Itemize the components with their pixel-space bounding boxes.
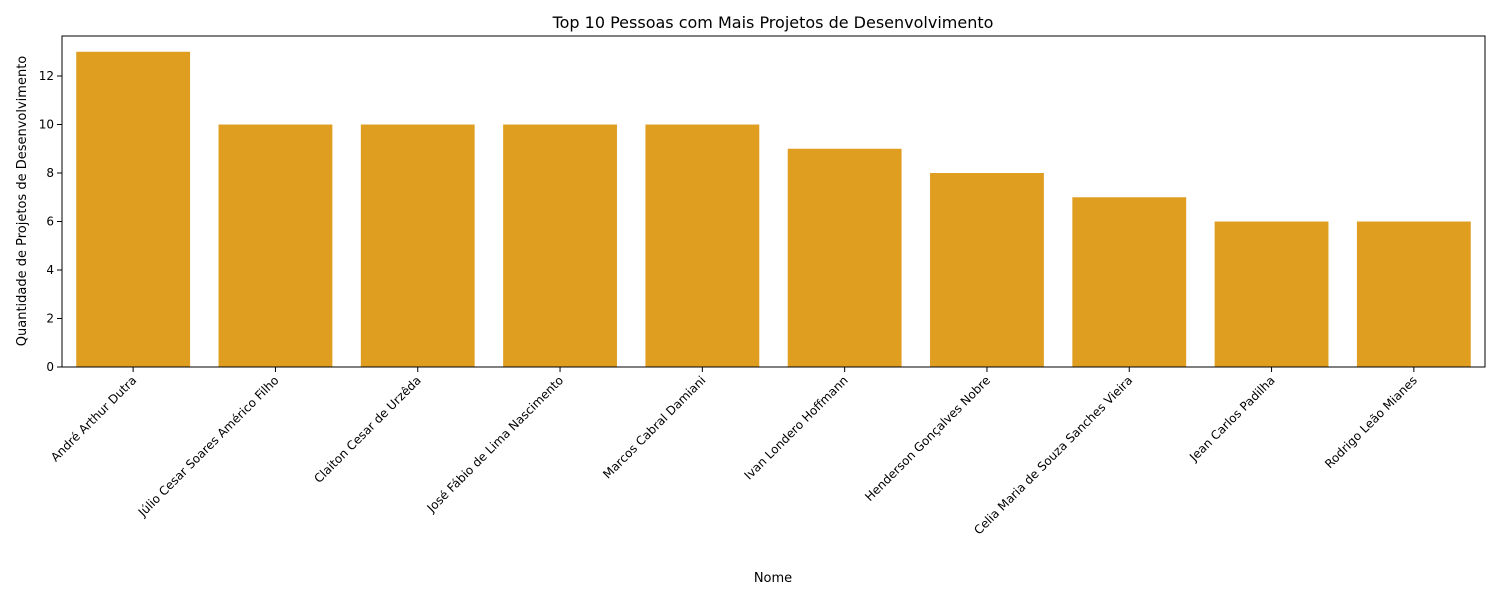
y-tick-label: 0 [46, 360, 54, 374]
bar [1214, 221, 1329, 367]
y-tick-label: 4 [46, 263, 54, 277]
y-tick-label: 2 [46, 312, 54, 326]
y-axis-label: Quantidade de Projetos de Desenvolviment… [15, 56, 30, 347]
x-tick-label: Jean Carlos Padilha [1186, 373, 1278, 465]
bar [76, 51, 191, 367]
bar [645, 124, 760, 367]
bar [218, 124, 333, 367]
x-tick-label: Ivan Londero Hoffmann [741, 373, 850, 482]
y-tick-label: 6 [46, 215, 54, 229]
x-tick-label: André Arthur Dutra [48, 373, 139, 464]
bar [360, 124, 475, 367]
x-tick-label: Henderson Gonçalves Nobre [862, 373, 993, 504]
x-tick-label: José Fábio de Lima Nascimento [424, 373, 567, 516]
bar [503, 124, 617, 367]
x-tick-label: Marcos Cabral Damiani [600, 373, 708, 481]
y-axis: 0 2 4 6 8 10 12 [39, 69, 62, 374]
bars-group [76, 51, 1471, 367]
bar [787, 148, 902, 367]
x-tick-label: Rodrigo Leão Mianes [1322, 373, 1420, 471]
y-tick-label: 10 [39, 118, 54, 132]
x-axis-label: Nome [754, 571, 792, 586]
y-tick-label: 12 [39, 69, 54, 83]
chart-title: Top 10 Pessoas com Mais Projetos de Dese… [552, 13, 994, 32]
y-tick-label: 8 [46, 166, 54, 180]
bar [1072, 197, 1187, 367]
bar [1356, 221, 1471, 367]
x-tick-label: Júlio Cesar Soares Américo Filho [135, 373, 282, 520]
x-tick-label: Claiton Cesar de Urzêda [311, 373, 424, 486]
plot-frame [61, 35, 1486, 368]
x-tick-label: Celia Maria de Souza Sanches Vieira [971, 373, 1135, 537]
bar [930, 173, 1044, 367]
